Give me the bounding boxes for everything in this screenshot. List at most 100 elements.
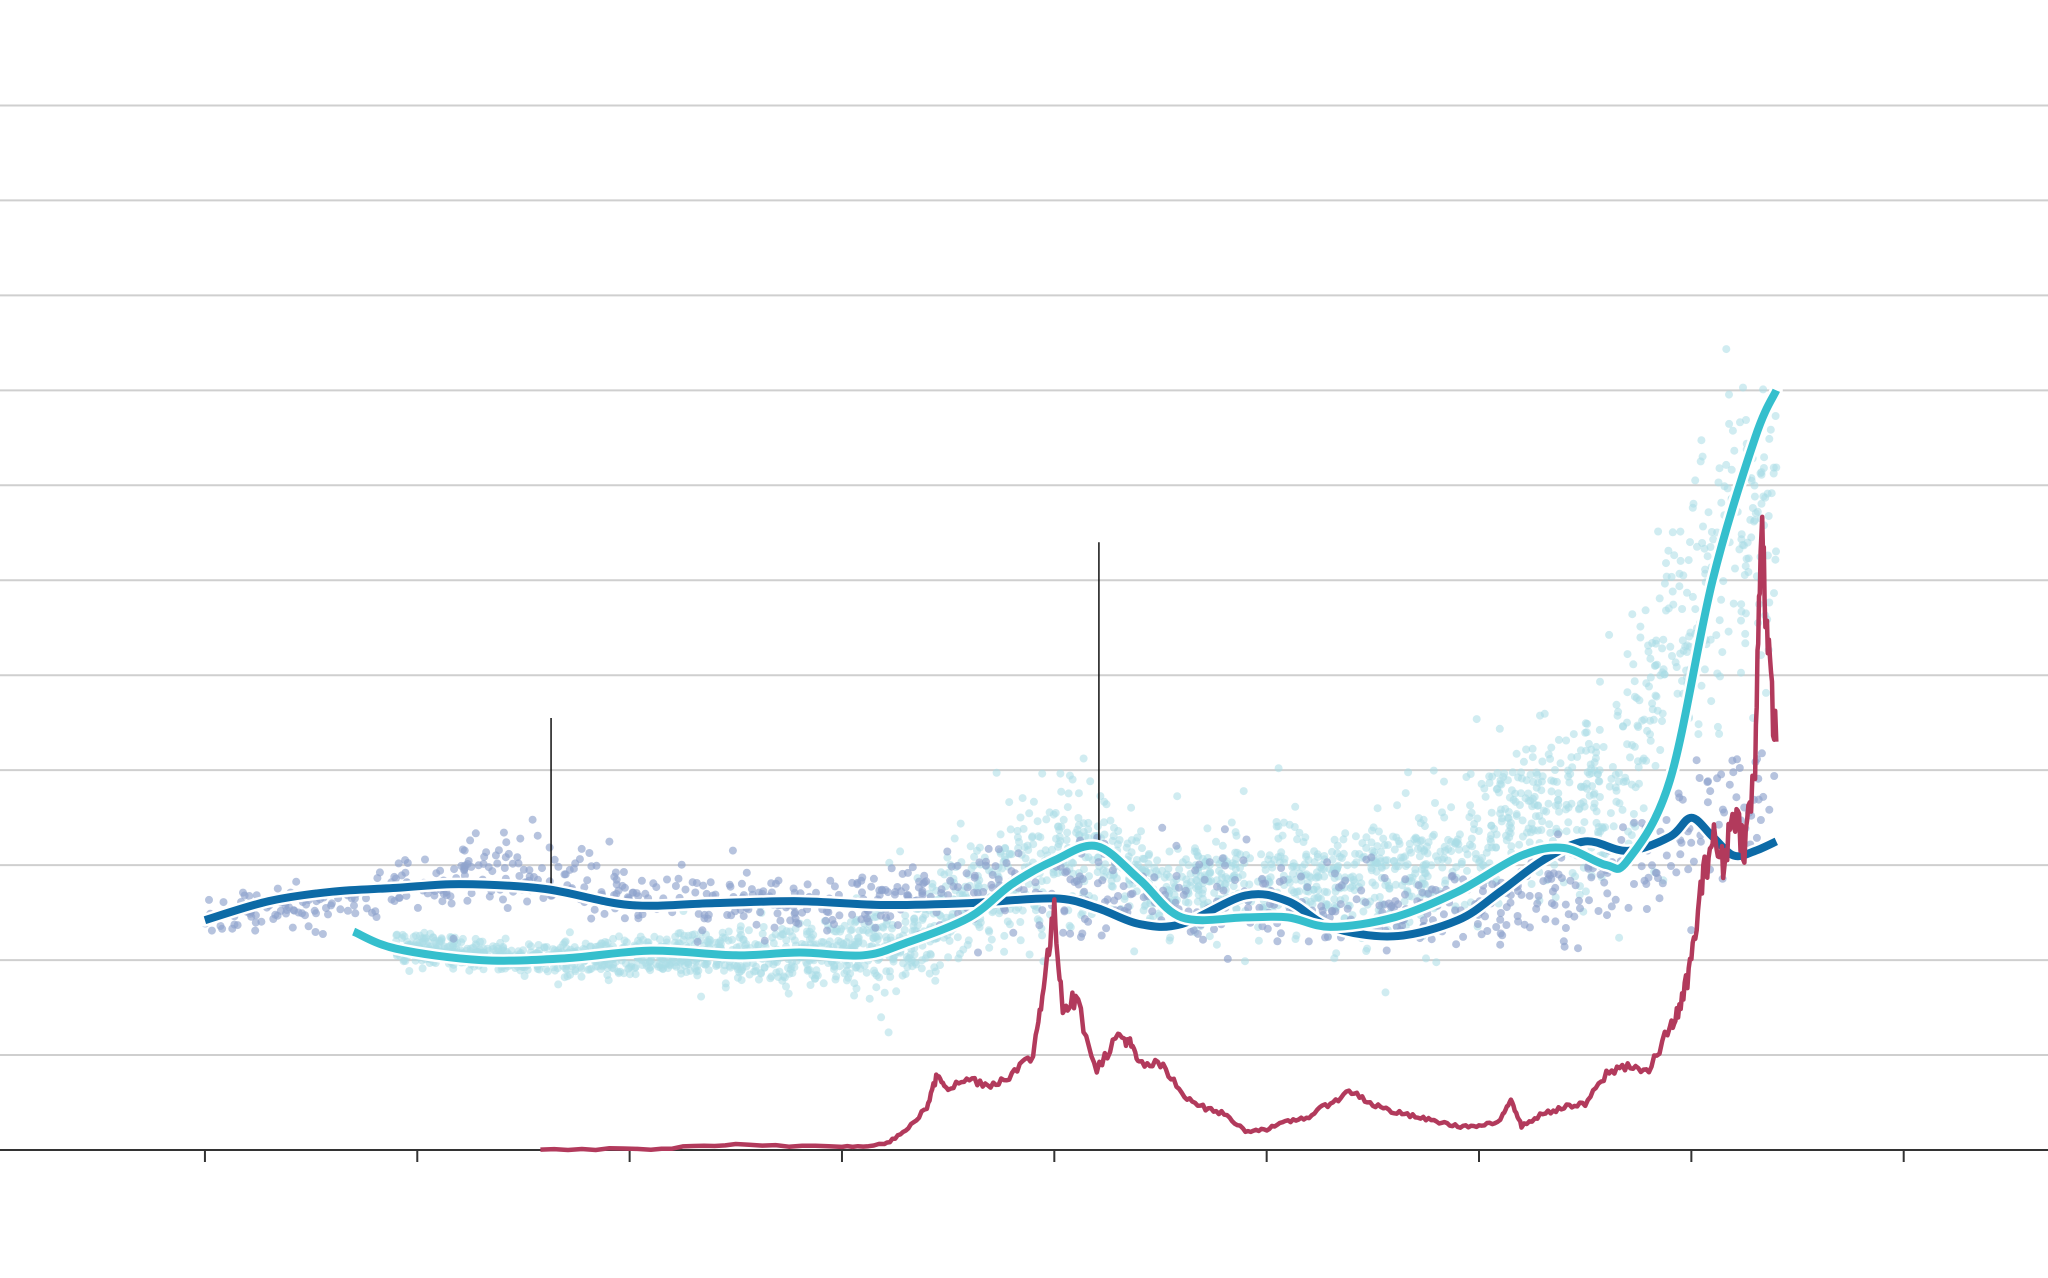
scatter-light-point — [1323, 888, 1332, 897]
scatter-light-point — [1537, 826, 1546, 834]
scatter-light-point — [926, 949, 935, 958]
scatter-light-point — [1638, 716, 1647, 725]
scatter-light-point — [1184, 898, 1193, 907]
scatter-dark-point — [273, 884, 282, 893]
scatter-light-point — [1127, 848, 1136, 857]
scatter-light-point — [1524, 789, 1533, 798]
scatter-light-point — [1683, 648, 1691, 656]
scatter-light-point — [931, 976, 940, 985]
scatter-dark-point — [1205, 858, 1214, 867]
scatter-dark-point — [508, 859, 517, 868]
scatter-light-point — [1198, 889, 1207, 898]
scatter-light-point — [1401, 789, 1410, 798]
scatter-dark-point — [1473, 920, 1482, 928]
scatter-light-point — [1717, 498, 1726, 507]
scatter-dark-point — [515, 872, 524, 880]
scatter-light-point — [1635, 696, 1644, 705]
scatter-dark-point — [205, 895, 213, 904]
scatter-light-point — [1038, 769, 1047, 778]
scatter-dark-point — [1624, 903, 1633, 912]
scatter-light-point — [1218, 841, 1227, 850]
scatter-dark-point — [1200, 875, 1209, 884]
scatter-dark-point — [1452, 940, 1461, 949]
scatter-light-point — [878, 922, 887, 931]
scatter-light-point — [642, 961, 651, 970]
scatter-light-point — [1551, 766, 1559, 774]
scatter-light-point — [1660, 579, 1669, 588]
scatter-light-point — [542, 965, 550, 974]
scatter-light-point — [1566, 770, 1575, 778]
scatter-dark-point — [1611, 895, 1620, 904]
scatter-dark-point — [1059, 928, 1068, 937]
scatter-dark-point — [1242, 835, 1251, 844]
scatter-light-point — [691, 964, 699, 973]
scatter-light-point — [1310, 847, 1319, 856]
scatter-light-point — [1707, 697, 1716, 706]
scatter-light-point — [1547, 743, 1556, 752]
scatter-light-point — [1770, 589, 1778, 598]
scatter-light-point — [1693, 542, 1701, 551]
scatter-light-point — [1759, 492, 1768, 501]
scatter-dark-point — [1108, 866, 1117, 875]
scatter-dark-point — [1038, 906, 1047, 915]
scatter-light-point — [992, 768, 1001, 777]
scatter-dark-point — [1066, 875, 1075, 884]
scatter-dark-point — [458, 845, 467, 854]
scatter-light-point — [1153, 856, 1162, 865]
scatter-light-point — [872, 983, 881, 992]
scatter-light-point — [1042, 815, 1051, 824]
scatter-dark-point — [1652, 869, 1661, 877]
scatter-light-point — [1420, 869, 1429, 877]
scatter-light-point — [1507, 824, 1515, 832]
trend-light-line — [351, 388, 1780, 965]
scatter-dark-point — [1084, 917, 1093, 926]
scatter-light-point — [1554, 735, 1563, 744]
scatter-light-point — [1562, 736, 1571, 745]
scatter-light-point — [1722, 345, 1731, 354]
scatter-light-point — [1504, 808, 1513, 816]
scatter-light-point — [1684, 556, 1693, 565]
scatter-light-point — [1013, 826, 1022, 835]
scatter-dark-point — [620, 914, 629, 923]
scatter-light-point — [1507, 786, 1516, 795]
scatter-light-point — [1467, 834, 1476, 843]
scatter-light-point — [1707, 528, 1716, 536]
scatter-dark-point — [1221, 861, 1229, 870]
scatter-light-point — [1430, 830, 1438, 839]
scatter-light-point — [1655, 594, 1664, 603]
scatter-light-point — [1310, 858, 1319, 867]
scatter-light-point — [1614, 777, 1623, 786]
scatter-dark-point — [994, 845, 1003, 854]
scatter-light-point — [1694, 720, 1703, 729]
scatter-light-point — [1765, 598, 1774, 607]
scatter-light-point — [1479, 861, 1488, 870]
scatter-light-point — [1719, 577, 1728, 586]
scatter-dark-point — [1323, 858, 1332, 867]
scatter-light-point — [1741, 562, 1750, 571]
scatter-light-point — [1016, 918, 1025, 926]
scatter-dark-point — [1488, 880, 1497, 889]
scatter-light-point — [824, 940, 832, 949]
scatter-dark-point — [1035, 921, 1044, 930]
scatter-light-point — [1750, 516, 1759, 525]
scatter-light-point — [784, 989, 793, 998]
scatter-light-point — [1737, 530, 1746, 539]
scatter-dark-point — [1189, 926, 1198, 934]
scatter-light-point — [925, 969, 934, 978]
scatter-light-point — [1376, 854, 1384, 863]
scatter-dark-point — [491, 851, 500, 860]
scatter-light-point — [718, 928, 727, 937]
scatter-dark-point — [1273, 937, 1282, 946]
scatter-light-point — [1441, 876, 1450, 885]
scatter-light-point — [1314, 886, 1323, 895]
scatter-light-point — [797, 940, 806, 948]
scatter-dark-point — [887, 864, 896, 873]
scatter-light-point — [1065, 921, 1074, 930]
scatter-dark-point — [257, 917, 266, 926]
scatter-light-point — [1729, 599, 1738, 608]
scatter-dark-point — [1159, 886, 1168, 895]
scatter-light-point — [1538, 772, 1547, 781]
scatter-light-point — [1028, 832, 1037, 841]
scatter-light-point — [767, 972, 776, 981]
scatter-light-point — [1285, 820, 1294, 829]
